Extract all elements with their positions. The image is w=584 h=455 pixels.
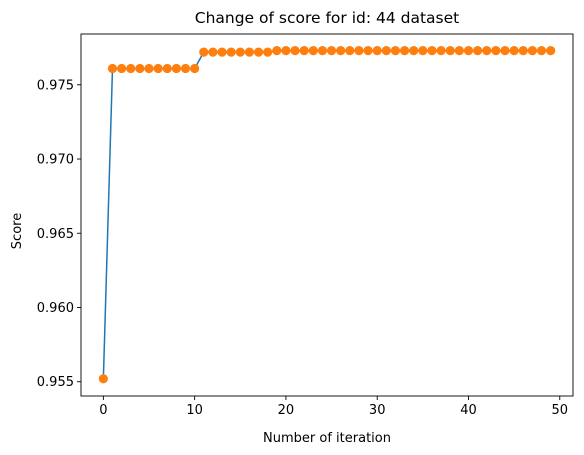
data-point — [299, 46, 309, 56]
data-point — [171, 63, 181, 74]
data-point — [500, 46, 510, 56]
data-point — [217, 47, 227, 57]
data-point — [390, 46, 401, 56]
data-point — [272, 46, 282, 56]
data-point — [153, 63, 163, 74]
data-point — [180, 63, 191, 74]
x-tick-label: 50 — [551, 403, 568, 418]
data-point — [290, 46, 300, 56]
y-axis-label: Score — [10, 213, 25, 249]
data-point — [235, 47, 245, 57]
data-point — [336, 46, 346, 56]
data-point — [536, 46, 547, 56]
data-point — [363, 46, 373, 56]
x-axis-label: Number of iteration — [263, 431, 391, 446]
data-point — [482, 46, 492, 56]
data-point — [409, 46, 419, 56]
axes-frame — [80, 33, 574, 397]
data-point — [135, 63, 145, 74]
x-tick-label: 0 — [99, 403, 107, 418]
data-point — [427, 46, 437, 56]
y-tick-label: 0.960 — [37, 301, 74, 316]
data-point — [491, 46, 501, 56]
data-point — [518, 46, 528, 56]
data-point — [126, 63, 136, 74]
data-point — [144, 63, 154, 74]
data-point — [263, 47, 273, 57]
y-tick-label: 0.965 — [37, 227, 74, 242]
data-point — [399, 46, 410, 56]
x-tick-label: 30 — [369, 403, 386, 418]
x-tick-label: 40 — [460, 403, 477, 418]
data-point — [454, 46, 464, 56]
data-point — [463, 46, 474, 56]
chart-title: Change of score for id: 44 dataset — [195, 9, 460, 27]
data-point — [226, 47, 236, 57]
data-point — [281, 46, 291, 56]
x-tick-label: 10 — [186, 403, 203, 418]
data-point — [208, 47, 218, 57]
data-point — [190, 63, 200, 74]
data-point — [199, 47, 209, 57]
y-tick-label: 0.970 — [37, 153, 74, 168]
data-point — [162, 63, 172, 74]
data-point — [445, 46, 455, 56]
data-point — [107, 63, 118, 74]
data-point — [244, 47, 255, 57]
data-point — [381, 46, 391, 56]
data-point — [372, 46, 382, 56]
y-tick-label: 0.975 — [37, 78, 74, 93]
data-point — [546, 46, 556, 56]
data-point — [436, 46, 446, 56]
x-tick-label: 20 — [278, 403, 295, 418]
data-point — [345, 46, 355, 56]
data-point — [473, 46, 483, 56]
plot-area — [98, 46, 556, 384]
y-tick-label: 0.955 — [37, 375, 74, 390]
data-point — [509, 46, 519, 56]
data-point — [354, 46, 364, 56]
axes: 0 10 20 30 40 50 0.955 0.960 0.965 0.970 0.975 — [37, 33, 574, 418]
data-point — [98, 374, 108, 384]
data-point — [418, 46, 428, 56]
data-point — [308, 46, 318, 56]
data-point — [253, 47, 264, 57]
data-point — [527, 46, 537, 56]
data-point — [317, 46, 328, 56]
data-point — [117, 63, 127, 74]
data-point — [326, 46, 337, 56]
